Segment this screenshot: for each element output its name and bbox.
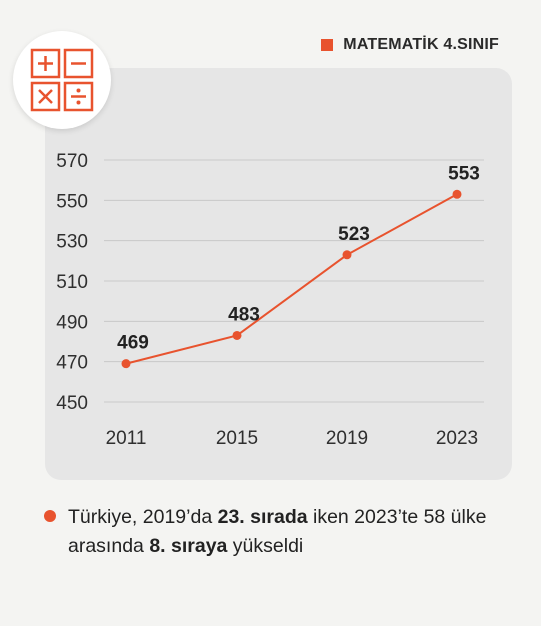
chart-legend: MATEMATİK 4.SINIF <box>321 36 499 54</box>
series-line <box>125 193 458 365</box>
data-point <box>452 189 462 199</box>
note-part-1: Türkiye, 2019’da <box>68 506 218 528</box>
footnote-text: Türkiye, 2019’da 23. sırada iken 2023’te… <box>68 503 514 561</box>
x-tick-label: 2019 <box>326 428 368 449</box>
math-operators-icon <box>30 48 94 112</box>
y-tick-label: 510 <box>56 272 88 293</box>
math-icon-badge <box>13 31 111 129</box>
bullet-dot <box>44 510 56 522</box>
legend-swatch <box>321 39 334 51</box>
x-tick-label: 2011 <box>106 428 147 449</box>
y-tick-label: 470 <box>56 353 88 374</box>
data-point <box>232 330 242 340</box>
y-tick-label: 570 <box>56 151 88 172</box>
note-part-2: iken 2023’te 58 ülke arasında <box>68 506 487 557</box>
y-tick-label: 490 <box>56 312 88 333</box>
y-tick-label: 550 <box>56 191 88 212</box>
data-label: 523 <box>338 224 370 245</box>
note-bold-2: 8. sıraya <box>149 535 228 557</box>
chart-card <box>45 68 512 480</box>
note-bold-1: 23. sırada <box>217 506 308 528</box>
note-part-3: yükseldi <box>227 535 304 557</box>
x-tick-label: 2023 <box>436 428 478 449</box>
data-label: 469 <box>117 333 149 354</box>
y-tick-label: 450 <box>56 393 88 414</box>
data-label: 483 <box>228 304 260 325</box>
x-tick-label: 2015 <box>216 428 258 449</box>
data-point <box>342 250 352 260</box>
data-label: 553 <box>448 163 480 184</box>
data-point <box>121 359 131 369</box>
legend-label: MATEMATİK 4.SINIF <box>343 36 499 53</box>
footnote: Türkiye, 2019’da 23. sırada iken 2023’te… <box>44 503 514 561</box>
y-tick-label: 530 <box>56 232 88 253</box>
